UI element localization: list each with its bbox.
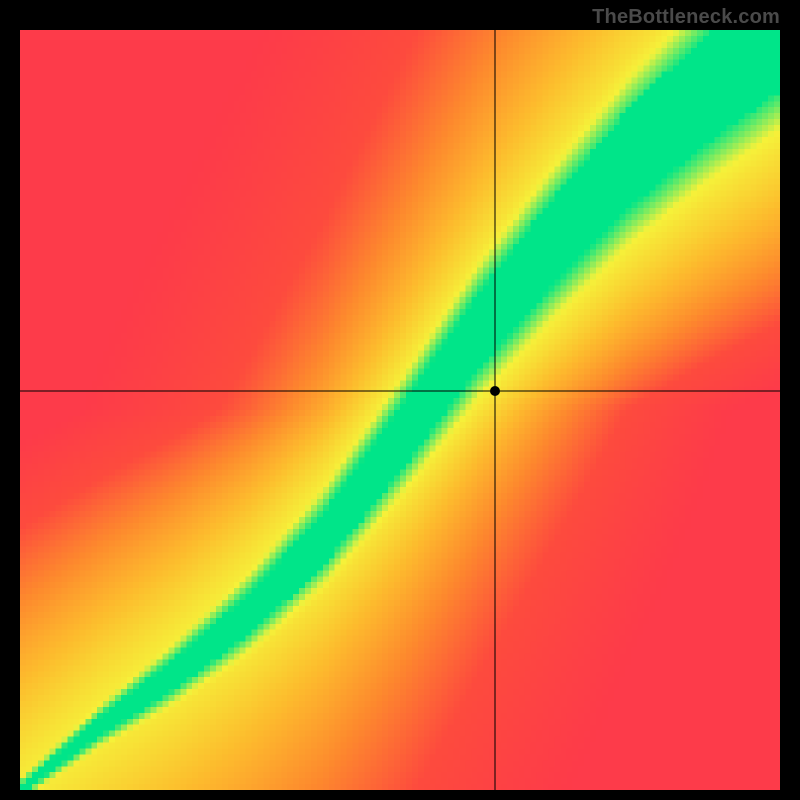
chart-container: TheBottleneck.com xyxy=(0,0,800,800)
bottleneck-heatmap xyxy=(20,30,780,790)
watermark-text: TheBottleneck.com xyxy=(592,6,780,29)
